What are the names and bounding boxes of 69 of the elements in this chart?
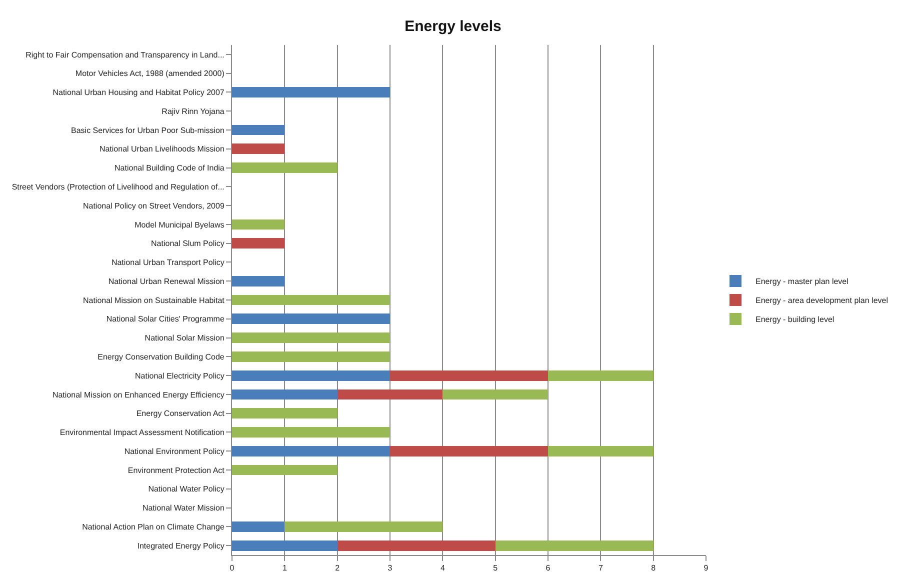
bar [232, 521, 285, 532]
legend-label: Energy - building level [755, 315, 834, 324]
legend-label: Energy - master plan level [755, 277, 849, 286]
bar [442, 389, 548, 400]
x-tick-label: 6 [546, 564, 551, 573]
x-tick-label: 8 [651, 564, 656, 573]
y-tick-label: Energy Conservation Building Code [98, 352, 225, 362]
y-tick-label: Street Vendors (Protection of Livelihood and Regulation of... [12, 182, 224, 192]
y-tick-label: Environment Protection Act [128, 466, 226, 475]
bar [232, 332, 390, 343]
bar [390, 446, 548, 456]
bar [232, 124, 285, 136]
y-tick-label: National Urban Housing and Habitat Policy 2007 [52, 88, 225, 98]
bar [232, 276, 285, 286]
bar [232, 144, 285, 154]
bar [232, 389, 338, 400]
y-tick-label: National Policy on Street Vendors, 2009 [82, 201, 225, 210]
bar [232, 162, 338, 173]
x-tick-label: 4 [440, 564, 446, 573]
bar [390, 370, 548, 381]
bar [232, 427, 390, 438]
y-tick-label: Right to Fair Compensation and Transparency in Land... [26, 50, 224, 60]
chart-title: Energy levels [404, 18, 502, 35]
y-tick-label: National Building Code of India [114, 164, 225, 173]
legend-label: Energy - area development plan level [755, 296, 888, 306]
x-tick-label: 7 [598, 564, 604, 573]
bar [232, 370, 390, 381]
y-tick-label: National Electricity Policy [135, 371, 224, 380]
bar [232, 408, 338, 419]
y-tick-label: Model Municipal Byelaws [134, 220, 224, 230]
bar [337, 389, 443, 400]
bar [495, 540, 654, 551]
x-tick-label: 9 [704, 564, 709, 573]
bar [232, 446, 390, 456]
x-tick-label: 1 [282, 564, 288, 573]
x-tick-label: 5 [493, 564, 498, 573]
bar [548, 446, 654, 456]
bar [232, 351, 390, 362]
y-tick-label: Rajiv Rinn Yojana [162, 106, 225, 116]
x-tick-label: 2 [335, 564, 340, 573]
bar [232, 540, 338, 551]
y-tick-label: Motor Vehicles Act, 1988 (amended 2000) [75, 69, 225, 78]
y-tick-label: National Mission on Enhanced Energy Efficiency [52, 390, 224, 400]
y-tick-label: Integrated Energy Policy [137, 541, 224, 550]
y-tick-label: National Water Policy [148, 484, 224, 494]
bar [548, 370, 654, 381]
y-tick-label: National Mission on Sustainable Habitat [82, 296, 226, 305]
x-tick-label: 0 [230, 564, 235, 573]
bar [232, 314, 390, 324]
y-tick-label: Basic Services for Urban Poor Sub-mission [71, 126, 224, 135]
y-tick-label: National Water Mission [142, 504, 224, 513]
y-tick-label: National Solar Cities' Programme [106, 314, 225, 324]
bar [284, 521, 443, 532]
y-tick-label: Energy Conservation Act [136, 409, 226, 418]
bar [232, 219, 285, 230]
bar [337, 540, 496, 551]
y-tick-label: National Solar Mission [144, 334, 224, 343]
y-tick-label: National Urban Renewal Mission [108, 276, 224, 286]
y-tick-label: National Environment Policy [124, 446, 224, 456]
bar [232, 87, 390, 98]
bar [232, 238, 285, 249]
bar [232, 464, 338, 476]
y-tick-label: National Slum Policy [151, 239, 224, 248]
y-tick-label: National Urban Livelihoods Mission [99, 144, 224, 154]
y-tick-label: Environmental Impact Assessment Notification [60, 428, 224, 438]
x-tick-label: 3 [388, 564, 393, 573]
bar [232, 294, 390, 306]
y-tick-label: National Action Plan on Climate Change [82, 522, 225, 532]
y-tick-label: National Urban Transport Policy [111, 258, 224, 268]
